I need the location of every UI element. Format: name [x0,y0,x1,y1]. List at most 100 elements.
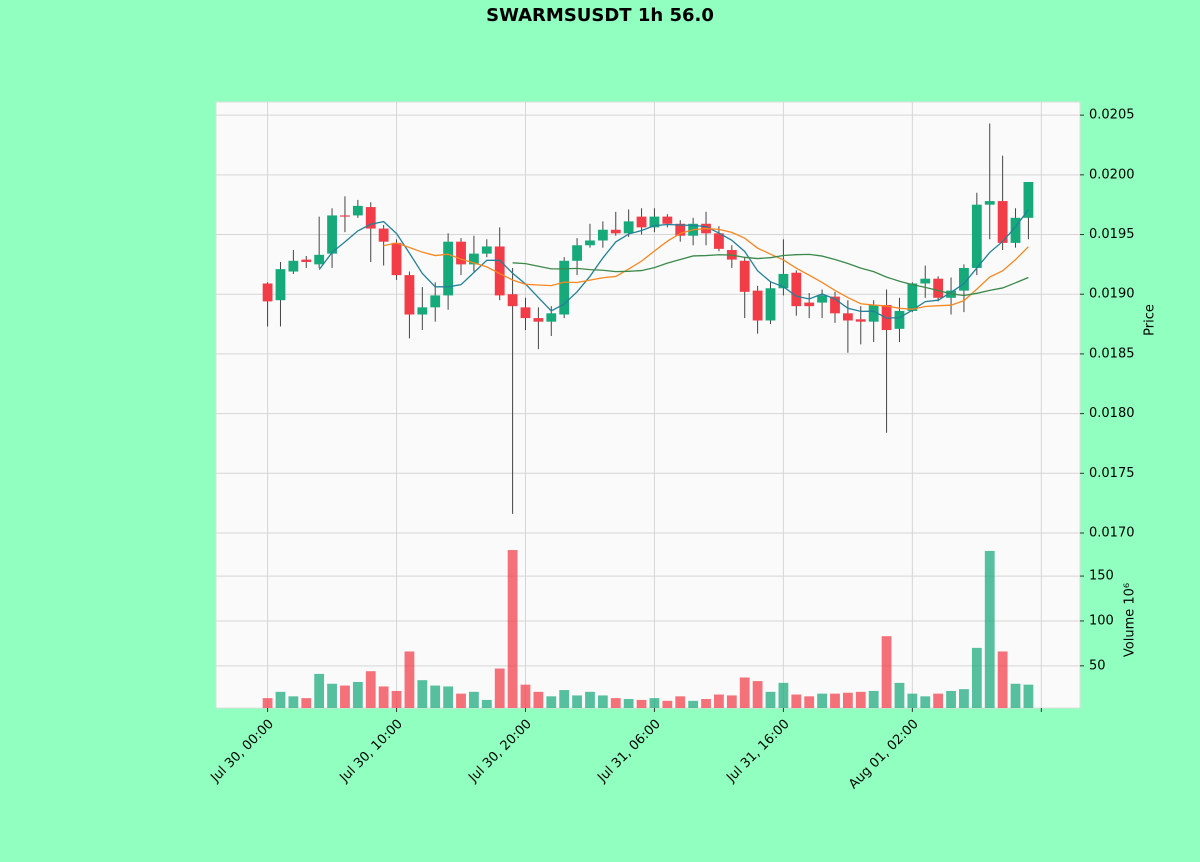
volume-bar [391,690,402,708]
volume-bar [404,651,415,708]
volume-bar [559,690,570,708]
volume-bar [533,691,544,708]
volume-bar [610,698,621,708]
volume-bar [881,636,892,708]
volume-bar [340,685,350,708]
volume-bar [1010,683,1021,708]
candle-body [301,259,312,262]
volume-bar [675,696,686,708]
candle-body [907,283,918,311]
volume-tick-label: 50 [1089,658,1106,673]
candle-body [984,201,995,205]
volume-bar [997,651,1008,708]
volume-bar [378,686,389,708]
volume-bar [868,690,879,708]
volume-bar [726,695,737,708]
candle-body [971,204,982,268]
candle-body [417,307,428,315]
candle-body [868,304,879,322]
volume-tick-label: 150 [1089,569,1114,584]
x-tick-label: Aug 01, 02:00 [846,717,922,793]
candle-body [404,275,415,315]
candle-body [791,272,802,307]
moving-average-line [318,209,1029,319]
volume-bar [688,700,699,708]
y-axis-label: Price [1143,304,1158,336]
x-tick-label: Jul 31, 06:00 [594,717,663,786]
volume-bar [352,681,363,708]
candle-body [597,229,608,241]
volume-bar [456,693,466,708]
candle-body [456,241,466,265]
volume-bar [662,700,673,708]
candle-body [1023,181,1034,218]
candle-body [623,221,634,234]
price-panel [215,101,1081,534]
candle-body [352,205,363,216]
candle-body [817,295,827,303]
candle-body [275,269,286,301]
candle-body [314,254,325,265]
y-tick-label: 0.0200 [1089,167,1135,182]
candle-body [572,245,582,261]
volume-bar [301,698,312,708]
candle-body [778,273,789,289]
volume-bar [752,681,763,708]
volume-bar [765,691,776,708]
volume-bar [507,550,518,708]
candle-body [327,215,337,254]
volume-bar [572,695,582,708]
volume-bar [585,691,595,708]
candle-body [997,201,1008,243]
candle-body [842,313,853,321]
volume-bar [791,694,802,708]
moving-average-line [512,253,1029,297]
volume-bar [830,693,840,708]
x-tick-label: Jul 30, 00:00 [208,717,277,786]
volume-bar [417,680,428,708]
candle-body [920,278,931,284]
candle-body [765,288,776,321]
volume-bar [365,671,376,708]
volume-bar [959,689,969,708]
candle-body [378,228,389,242]
candle-body [507,294,518,307]
volume-tick-label: 100 [1089,613,1114,628]
chart-title: SWARMSUSDT 1h 56.0 [486,5,714,26]
candle-body [830,296,840,314]
candle-body [391,242,402,276]
candle-body [430,295,441,308]
candle-body [739,260,750,292]
candle-body [481,246,492,254]
y-tick-label: 0.0180 [1089,406,1135,421]
volume-bar [907,693,918,708]
candle-body [649,216,660,228]
candle-body [610,229,621,234]
candle-body [262,283,273,302]
candle-body [855,319,866,322]
volume-bar [546,696,557,708]
volume-bar [469,691,479,708]
x-tick-label: Jul 30, 10:00 [336,717,405,786]
volume-bar [946,690,956,708]
volume-bar [933,693,944,708]
candle-body [714,233,724,249]
candle-body [752,290,763,321]
candle-body [494,246,505,296]
volume-bar [804,696,815,708]
candle-body [520,307,531,319]
volume-bar [262,698,273,708]
volume-bar [842,692,853,708]
volume-bar [443,686,454,708]
volume-bar [623,699,634,708]
moving-average-line [383,227,1029,310]
y-tick-label: 0.0205 [1089,108,1135,123]
candle-body [675,223,686,236]
y-tick-label: 0.0185 [1089,346,1135,361]
volume-bar [971,647,982,708]
candle-body [288,260,299,272]
y-tick-label: 0.0170 [1089,526,1135,541]
x-tick-label: Jul 30, 20:00 [465,717,534,786]
